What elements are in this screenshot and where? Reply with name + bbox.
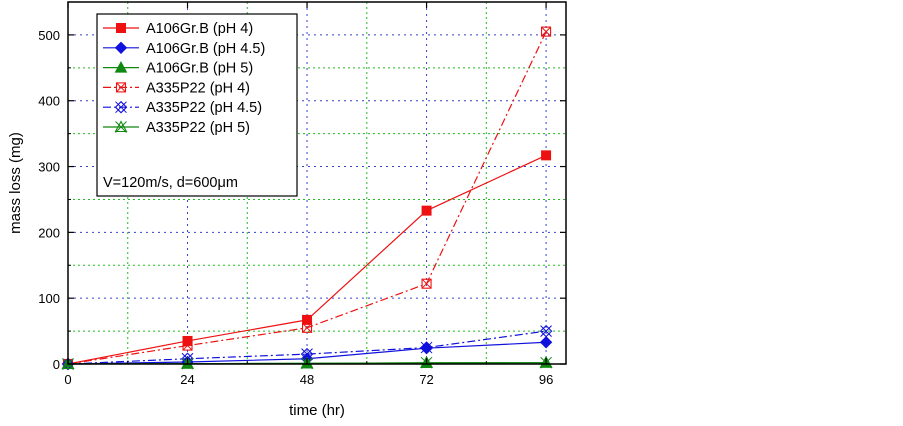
- data-point: [541, 26, 552, 37]
- legend-label: A106Gr.B (pH 4.5): [146, 41, 265, 57]
- y-tick-label: 0: [53, 357, 60, 372]
- legend-box: [96, 13, 298, 197]
- x-tick-label: 72: [419, 372, 433, 387]
- legend-entry: A335P22 (pH 4): [103, 80, 250, 96]
- data-point: [421, 278, 432, 289]
- legend-marker: [116, 23, 126, 33]
- data-point: [541, 150, 552, 161]
- legend-entry: A335P22 (pH 5): [103, 120, 250, 136]
- data-point: [539, 324, 553, 338]
- legend-label: A335P22 (pH 5): [146, 120, 250, 136]
- legend-entries: A106Gr.B (pH 4) A106Gr.B (pH 4.5) A106Gr.B…: [103, 21, 265, 136]
- legend: A106Gr.B (pH 4) A106Gr.B (pH 4.5) A106Gr.B…: [96, 13, 298, 197]
- legend-label: A106Gr.B (pH 4): [146, 21, 253, 37]
- data-point: [182, 340, 193, 351]
- legend-marker: [114, 61, 128, 73]
- y-tick-label: 500: [38, 28, 60, 43]
- legend-entry: A335P22 (pH 4.5): [103, 100, 262, 116]
- y-tick-label: 200: [38, 225, 60, 240]
- legend-entry: A106Gr.B (pH 4.5): [103, 41, 265, 57]
- x-tick-label: 24: [180, 372, 194, 387]
- data-point: [302, 314, 313, 325]
- x-tick-label: 48: [300, 372, 314, 387]
- y-tick-label: 100: [38, 291, 60, 306]
- legend-label: A106Gr.B (pH 5): [146, 61, 253, 77]
- legend-marker: [115, 82, 127, 93]
- legend-marker: [114, 41, 128, 55]
- legend-entry: A106Gr.B (pH 5): [103, 61, 253, 77]
- y-axis-title: mass loss (mg): [7, 132, 24, 234]
- legend-entry: A106Gr.B (pH 4): [103, 21, 253, 37]
- legend-marker: [114, 120, 128, 133]
- x-tick-label: 0: [64, 372, 71, 387]
- data-point: [420, 341, 433, 354]
- x-axis-title: time (hr): [289, 402, 345, 419]
- plot-frame: [67, 1, 567, 365]
- legend-label: A335P22 (pH 4.5): [146, 100, 262, 116]
- data-point: [301, 322, 313, 333]
- legend-label: A335P22 (pH 4): [146, 80, 250, 96]
- legend-marker: [114, 100, 128, 114]
- y-tick-label: 400: [38, 94, 60, 109]
- legend-annotation: V=120m/s, d=600μm: [103, 175, 238, 191]
- x-tick-label: 96: [539, 372, 553, 387]
- data-point: [421, 205, 432, 216]
- ticks: 0 24 48 72 96 0 100 200 300 400 500: [38, 2, 566, 387]
- y-tick-label: 300: [38, 160, 60, 175]
- data-point: [539, 336, 553, 349]
